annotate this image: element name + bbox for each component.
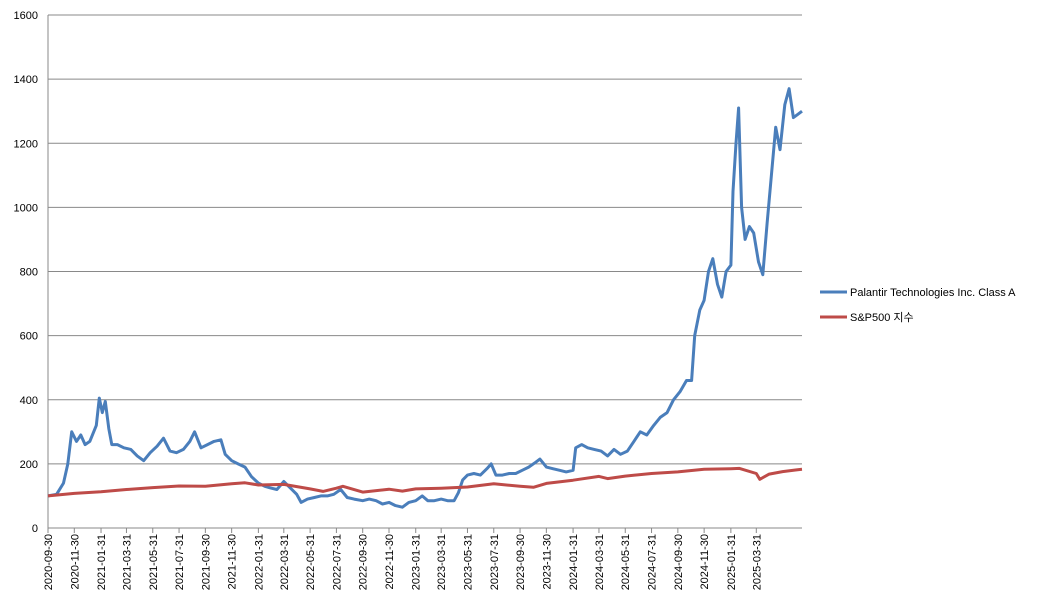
x-tick-label: 2021-11-30 (227, 534, 239, 589)
x-tick-label: 2023-03-31 (436, 534, 448, 590)
y-tick-label: 400 (20, 395, 38, 407)
x-tick-label: 2024-01-31 (568, 534, 580, 590)
x-tick-label: 2025-01-31 (726, 534, 738, 590)
legend: Palantir Technologies Inc. Class A S&P500… (820, 287, 1016, 324)
series-line-0 (47, 87, 803, 509)
y-tick-label: 800 (20, 267, 38, 279)
y-tick-label: 1200 (14, 138, 38, 150)
x-tick-label: 2022-11-30 (384, 534, 396, 589)
y-tick-label: 200 (20, 459, 38, 471)
y-axis: 0 200 400 600 800 1000 1200 1400 1600 (14, 10, 49, 535)
legend-label: Palantir Technologies Inc. Class A (850, 287, 1016, 299)
x-tick-label: 2022-01-31 (253, 534, 265, 590)
x-tick-label: 2021-01-31 (96, 534, 108, 590)
x-tick-label: 2021-07-31 (174, 534, 186, 590)
gridlines (48, 14, 802, 465)
y-tick-label: 600 (20, 331, 38, 343)
x-tick-label: 2024-11-30 (699, 534, 711, 589)
x-tick-label: 2022-09-30 (358, 534, 370, 590)
x-axis: 2020-09-30 2020-11-30 2021-01-31 2021-03-31… (43, 527, 802, 590)
series-line-1 (47, 466, 803, 498)
x-tick-label: 2023-01-31 (411, 534, 423, 590)
y-tick-label: 1400 (14, 74, 38, 86)
x-tick-label: 2023-07-31 (489, 534, 501, 590)
x-tick-label: 2021-09-30 (200, 534, 212, 590)
x-tick-label: 2024-07-31 (647, 534, 659, 590)
series-layer (47, 87, 803, 509)
y-tick-label: 1600 (14, 10, 38, 22)
x-tick-label: 2022-07-31 (331, 534, 343, 590)
x-tick-label: 2023-05-31 (462, 534, 474, 590)
x-tick-label: 2023-09-30 (515, 534, 527, 590)
x-tick-label: 2024-03-31 (594, 534, 606, 590)
x-tick-label: 2020-09-30 (43, 534, 55, 590)
legend-label: S&P500 지수 (850, 311, 914, 324)
x-tick-label: 2022-03-31 (279, 534, 291, 590)
x-tick-label: 2023-11-30 (541, 534, 553, 589)
x-tick-label: 2021-03-31 (121, 534, 133, 590)
x-tick-label: 2021-05-31 (148, 534, 160, 590)
x-tick-label: 2024-09-30 (673, 534, 685, 590)
x-tick-label: 2022-05-31 (305, 534, 317, 590)
x-tick-label: 2020-11-30 (69, 534, 81, 589)
x-tick-label: 2025-03-31 (751, 534, 763, 590)
x-tick-label: 2024-05-31 (620, 534, 632, 590)
y-tick-label: 0 (32, 523, 38, 535)
y-tick-label: 1000 (14, 202, 38, 214)
